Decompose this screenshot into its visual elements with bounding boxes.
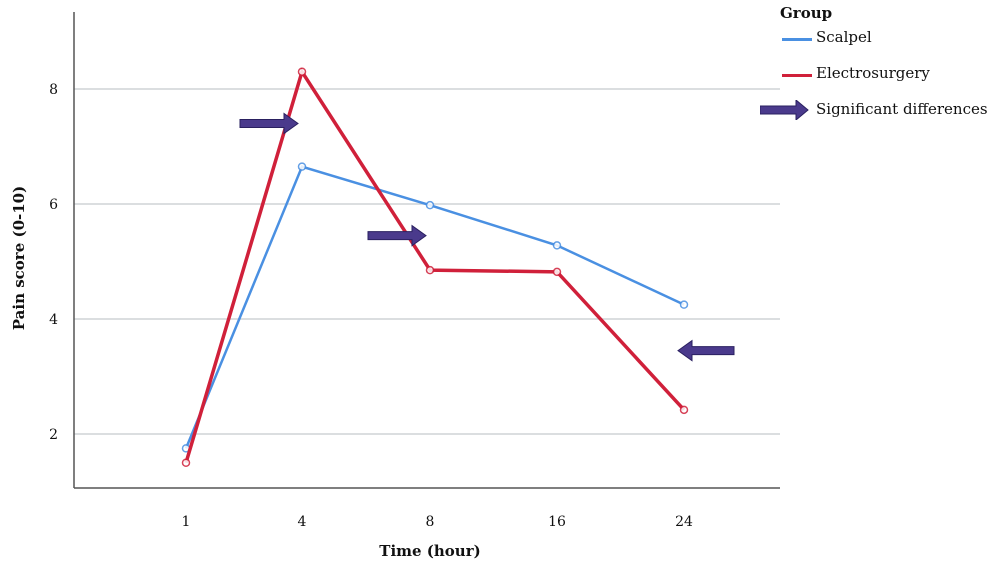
legend-arrow-icon xyxy=(760,100,809,120)
significance-arrow-8 xyxy=(367,224,427,247)
data-point-electrosurgery-1 xyxy=(181,458,191,467)
y-tick-label-2: 2 xyxy=(49,427,58,443)
y-axis-title: Pain score (0-10) xyxy=(10,186,28,330)
data-point-electrosurgery-16 xyxy=(552,267,562,277)
gridlines xyxy=(74,88,780,435)
legend-item-significant-differences: Significant differences xyxy=(760,100,996,122)
x-tick-label-16: 16 xyxy=(548,514,566,530)
legend-item-electrosurgery: Electrosurgery xyxy=(760,64,996,86)
legend-title: Group xyxy=(780,4,833,22)
data-point-scalpel-8 xyxy=(425,200,435,210)
axes xyxy=(73,12,780,489)
legend-item-scalpel: Scalpel xyxy=(760,28,996,50)
data-point-electrosurgery-8 xyxy=(425,265,435,275)
significance-arrow-4 xyxy=(239,112,299,135)
data-point-electrosurgery-24 xyxy=(679,405,689,415)
x-axis-title: Time (hour) xyxy=(379,542,480,560)
x-tick-label-4: 4 xyxy=(298,514,307,530)
data-point-scalpel-24 xyxy=(679,300,689,309)
x-tick-label-24: 24 xyxy=(675,514,693,530)
legend-swatch-scalpel xyxy=(782,38,812,41)
x-tick-label-8: 8 xyxy=(426,514,435,530)
data-point-scalpel-16 xyxy=(552,241,562,250)
data-point-electrosurgery-4 xyxy=(297,67,307,76)
legend-label-electrosurgery: Electrosurgery xyxy=(816,64,930,82)
significance-arrows xyxy=(239,112,735,362)
y-tick-label-4: 4 xyxy=(49,312,58,328)
legend-label-scalpel: Scalpel xyxy=(816,28,872,46)
data-point-scalpel-4 xyxy=(297,162,307,171)
series-lines xyxy=(181,67,689,467)
legend-swatch-electrosurgery xyxy=(782,74,812,77)
y-tick-label-6: 6 xyxy=(49,197,58,213)
y-tick-label-8: 8 xyxy=(49,82,58,98)
legend-label-significant-differences: Significant differences xyxy=(816,100,988,118)
significance-arrow-24 xyxy=(677,339,735,362)
x-tick-label-1: 1 xyxy=(182,514,191,530)
